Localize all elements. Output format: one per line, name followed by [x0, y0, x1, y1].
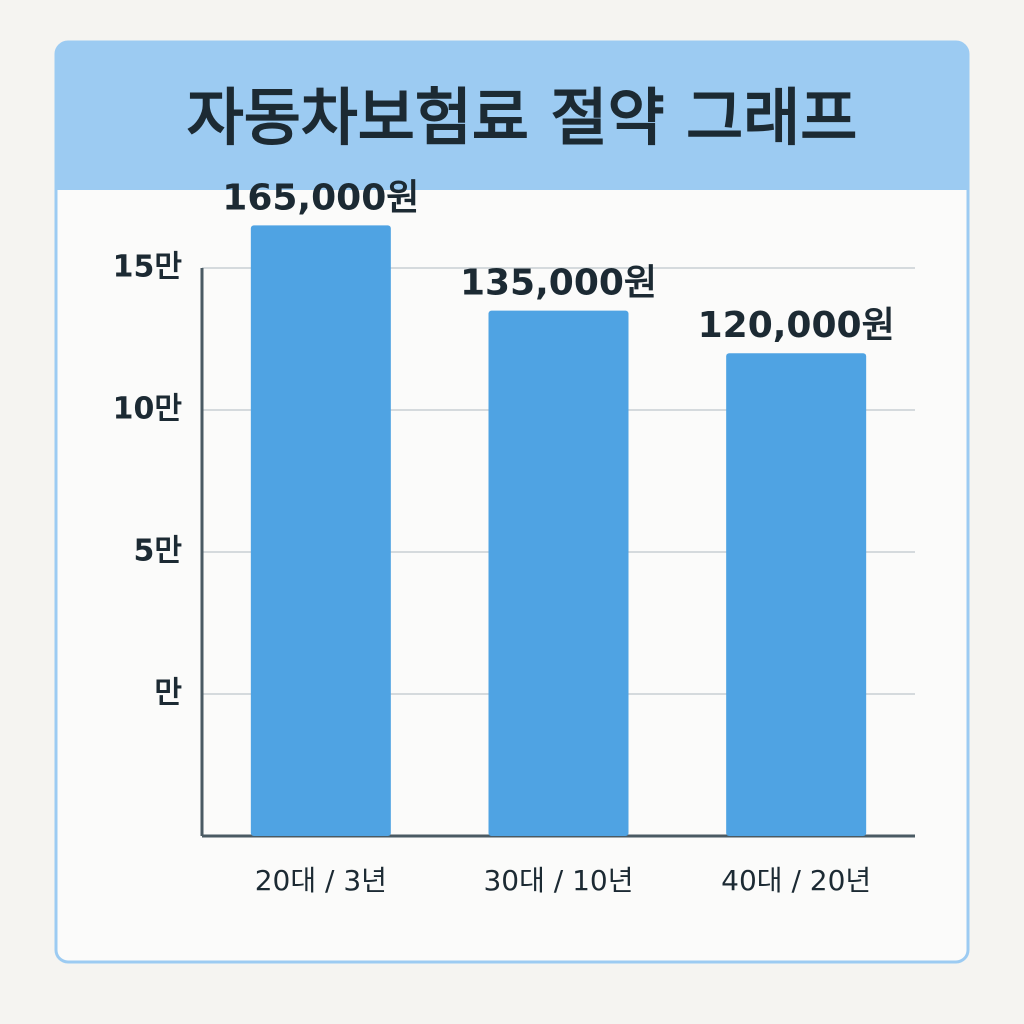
header-band: [56, 42, 968, 190]
y-tick-label: 만: [154, 676, 182, 711]
chart-title: 자동차보험료 절약 그래프: [187, 81, 858, 154]
value-label: 165,000원: [222, 177, 419, 218]
x-tick-label: 40대 / 20년: [721, 864, 871, 897]
x-tick-label: 20대 / 3년: [255, 864, 387, 897]
y-tick-label: 10만: [113, 392, 183, 427]
y-tick-label: 15만: [113, 250, 183, 285]
bar: [726, 353, 867, 836]
y-tick-label: 5만: [134, 534, 183, 569]
bar: [250, 225, 391, 836]
value-label: 135,000원: [460, 263, 657, 304]
x-tick-label: 30대 / 10년: [483, 864, 633, 897]
bar: [488, 310, 629, 837]
value-label: 120,000원: [698, 305, 895, 346]
